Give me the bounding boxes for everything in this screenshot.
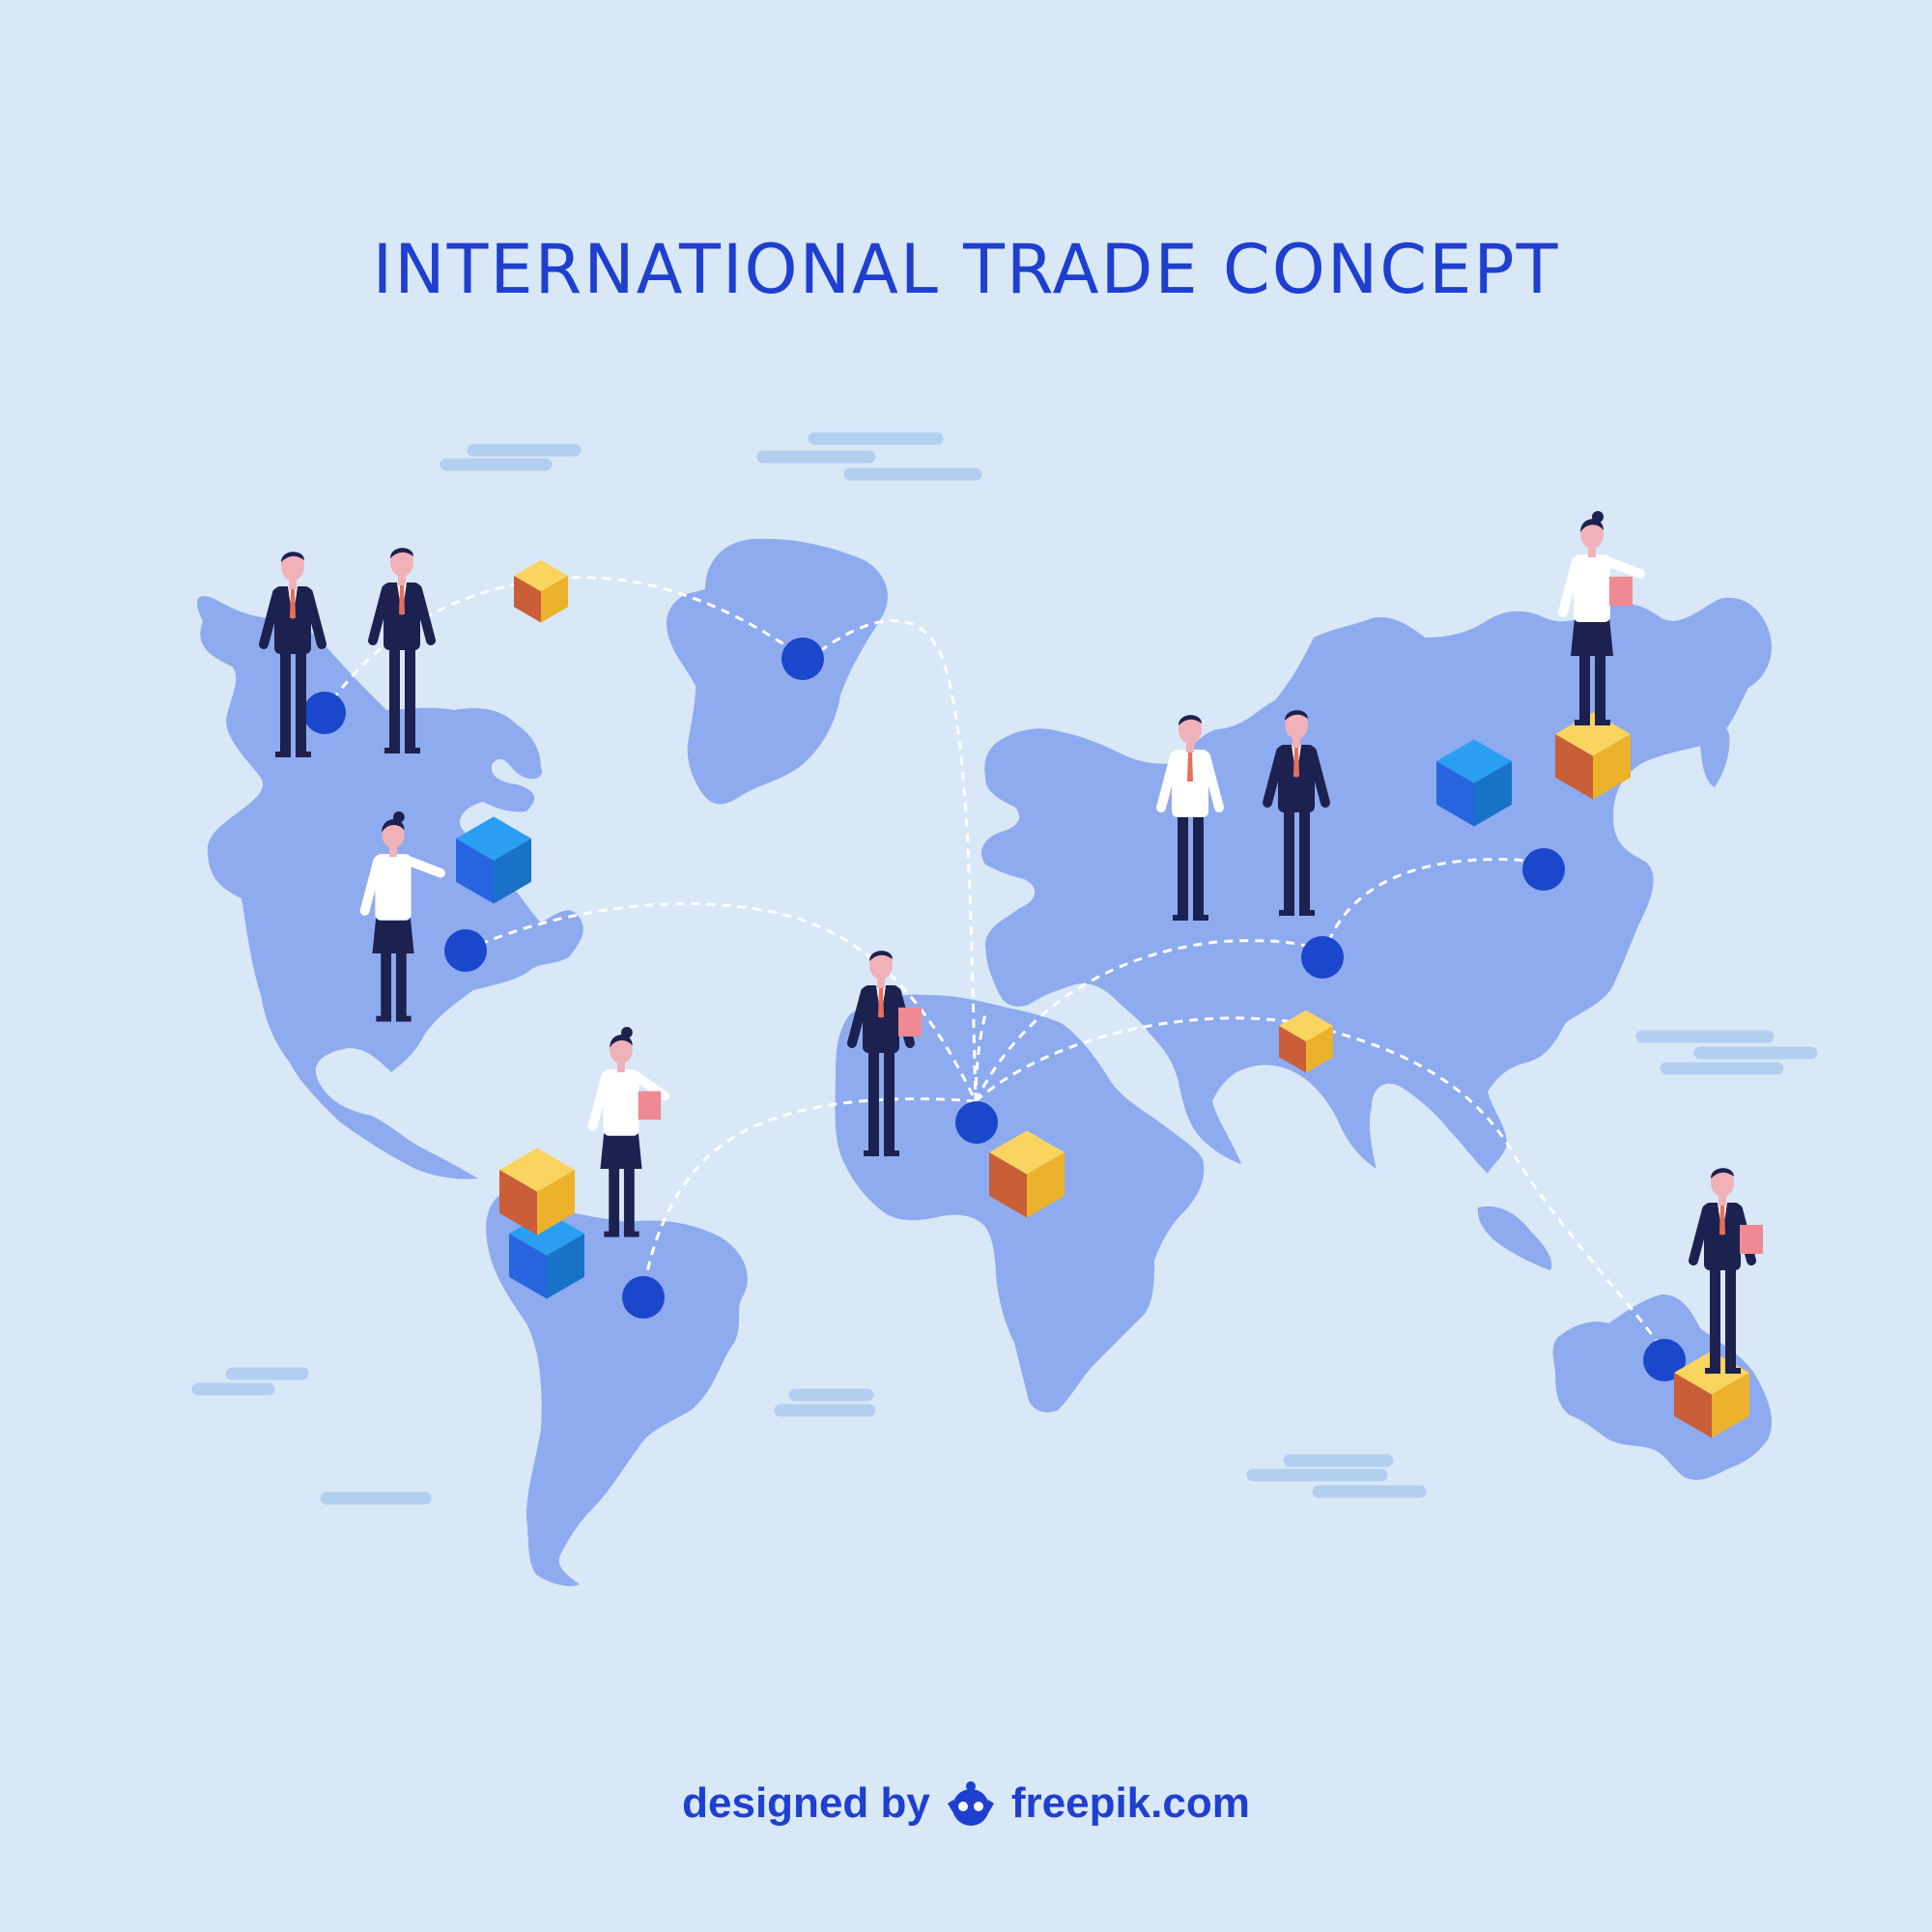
credit-line: designed by freepik.com <box>0 1779 1932 1828</box>
node-africa <box>955 1101 998 1144</box>
cargo-box-icon <box>499 1148 575 1236</box>
cargo-box-icon <box>1279 1009 1333 1073</box>
node-north-america <box>303 692 346 734</box>
businessman-icon <box>847 951 922 1156</box>
credit-prefix: designed by <box>682 1779 930 1827</box>
credit-brand: freepik.com <box>1010 1779 1250 1827</box>
route-africa-europe <box>974 1013 987 1102</box>
business-people <box>259 511 1763 1374</box>
route-nodes <box>303 638 1686 1381</box>
cargo-boxes <box>456 559 1749 1438</box>
freepik-logo-icon <box>947 1781 994 1826</box>
route-greenland-africa <box>807 619 978 1102</box>
cargo-box-icon <box>989 1130 1065 1218</box>
clouds <box>191 432 1818 1505</box>
route-africa-southasia <box>975 1016 1666 1353</box>
cargo-box-icon <box>509 1211 584 1299</box>
businesswoman-icon <box>587 1027 669 1237</box>
node-usa-east <box>444 929 487 972</box>
businessman-icon <box>259 552 327 757</box>
node-australia <box>1643 1339 1686 1381</box>
node-south-america <box>622 1276 665 1319</box>
businessman-icon <box>1263 710 1330 916</box>
node-china <box>1522 848 1565 891</box>
indonesia <box>1477 1206 1552 1270</box>
route-na-africa <box>465 902 978 1102</box>
node-central-asia <box>1301 936 1344 979</box>
cargo-box-icon <box>1555 712 1631 800</box>
businesswoman-icon <box>1558 511 1645 725</box>
greenland <box>667 538 888 805</box>
cargo-box-icon <box>514 559 568 623</box>
businessman-icon <box>1689 1168 1763 1374</box>
page-title: INTERNATIONAL TRADE CONCEPT <box>372 230 1560 309</box>
cargo-box-icon <box>456 816 531 904</box>
businessman-icon <box>1156 715 1224 921</box>
cargo-box-icon <box>1436 739 1512 827</box>
businessman-icon <box>368 548 436 753</box>
node-greenland <box>781 638 824 680</box>
businesswoman-icon <box>359 811 445 1022</box>
route-africa-sa <box>641 1097 977 1298</box>
japan <box>1700 723 1730 787</box>
